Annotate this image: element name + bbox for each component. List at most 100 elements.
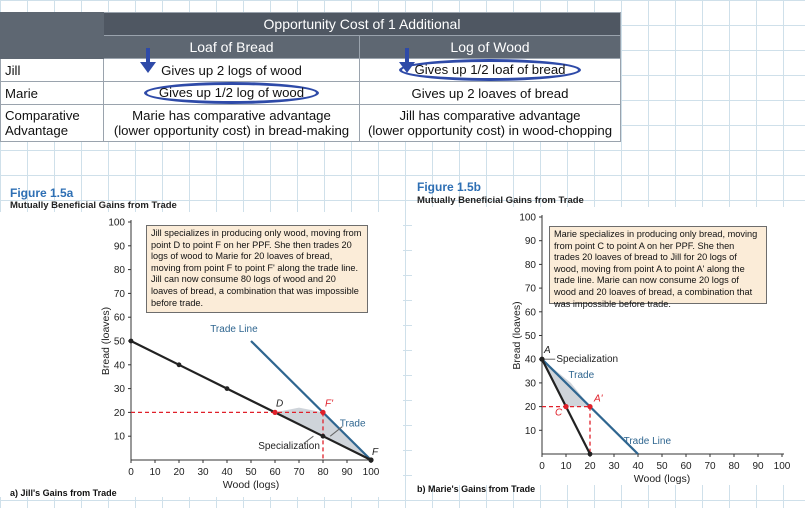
figure-b-title: Mutually Beneficial Gains from Trade — [417, 195, 584, 206]
trade-arrow — [329, 426, 343, 437]
point-label-c: C — [555, 408, 563, 419]
y-tick-label: 40 — [525, 355, 537, 366]
y-tick-label: 30 — [525, 378, 537, 389]
row-label-jill: Jill — [0, 58, 104, 82]
ppf-point — [320, 433, 326, 439]
point-label-f: F — [372, 447, 379, 458]
y-axis-label: Bread (loaves) — [100, 307, 112, 375]
x-tick-label: 70 — [293, 467, 305, 478]
y-tick-label: 10 — [525, 426, 537, 437]
labeled-point — [539, 356, 545, 362]
x-tick-label: 80 — [728, 461, 740, 472]
arrow-down-icon — [140, 48, 156, 73]
y-tick-label: 20 — [525, 402, 537, 413]
jill-wood-cost-circled: Gives up 1/2 loaf of bread — [399, 59, 581, 81]
trade-line — [250, 340, 372, 461]
x-axis-label: Wood (logs) — [223, 479, 279, 491]
figure-b-callout: Marie specializes in producing only brea… — [549, 226, 767, 309]
x-tick-label: 70 — [704, 461, 716, 472]
specialization-label: Specialization — [556, 354, 618, 365]
labeled-point — [368, 457, 374, 463]
ppf-point — [224, 386, 230, 391]
y-tick-label: 90 — [525, 236, 537, 247]
bread-advantage: Marie has comparative advantage (lower op… — [103, 104, 360, 142]
trade-line-label: Trade Line — [210, 324, 258, 335]
x-tick-label: 10 — [149, 467, 161, 478]
point-label-fprime: F' — [325, 398, 334, 409]
point-label-a: A — [543, 345, 551, 356]
figure-b-caption: b) Marie's Gains from Trade — [417, 484, 536, 494]
y-tick-label: 10 — [114, 432, 126, 443]
ppf-line — [130, 340, 372, 461]
ppf-point — [176, 362, 182, 368]
x-tick-label: 100 — [774, 461, 791, 472]
x-tick-label: 100 — [363, 467, 380, 478]
x-tick-label: 90 — [752, 461, 764, 472]
labeled-point — [587, 404, 593, 410]
y-tick-label: 80 — [525, 260, 537, 271]
y-tick-label: 30 — [114, 384, 126, 395]
trade-line-label: Trade Line — [624, 436, 672, 447]
marie-wood-cost: Gives up 2 loaves of bread — [359, 81, 621, 105]
x-axis-label: Wood (logs) — [634, 473, 690, 485]
x-tick-label: 40 — [632, 461, 644, 472]
figure-a-caption: a) Jill's Gains from Trade — [10, 488, 117, 498]
x-tick-label: 20 — [173, 467, 185, 478]
y-tick-label: 100 — [108, 218, 125, 229]
x-tick-label: 50 — [245, 467, 257, 478]
table-title: Opportunity Cost of 1 Additional — [103, 12, 621, 36]
y-tick-label: 20 — [114, 408, 126, 419]
point-label-d: D — [276, 398, 283, 409]
specialization-arrow — [303, 435, 314, 444]
table-corner-2 — [0, 35, 104, 59]
specialization-label: Specialization — [258, 441, 320, 452]
x-tick-label: 60 — [269, 467, 281, 478]
table-row: Jill Gives up 2 logs of wood Gives up 1/… — [0, 58, 621, 82]
figure-a-chart: 0 10 20 30 40 50 60 70 80 90 100 10 20 30 40 50 60 70 80 90… — [100, 218, 380, 492]
x-tick-label: 40 — [221, 467, 233, 478]
y-tick-label: 100 — [519, 213, 536, 224]
y-axis-label: Bread (loaves) — [511, 301, 523, 369]
figure-a-number: Figure 1.5a — [10, 186, 74, 200]
y-tick-label: 50 — [114, 337, 126, 348]
y-tick-label: 80 — [114, 265, 126, 276]
col-header-bread: Loaf of Bread — [103, 35, 360, 59]
ppf-point — [587, 451, 593, 457]
labeled-point — [272, 409, 278, 415]
y-tick-label: 50 — [525, 331, 537, 342]
table-row: Comparative Advantage Marie has comparati… — [0, 104, 621, 142]
wood-advantage: Jill has comparative advantage (lower opp… — [359, 104, 621, 142]
y-tick-label: 90 — [114, 241, 126, 252]
x-tick-label: 90 — [341, 467, 353, 478]
x-tick-label: 10 — [560, 461, 572, 472]
x-tick-label: 0 — [128, 467, 134, 478]
point-label-aprime: A' — [593, 394, 604, 405]
figure-b-chart: 0 10 20 30 40 50 60 70 80 90 100 10 20 30 40 50 60 70 80 90… — [511, 213, 791, 486]
x-tick-label: 0 — [539, 461, 545, 472]
y-tick-label: 40 — [114, 360, 126, 371]
figure-a-callout: Jill specializes in producing only wood,… — [146, 225, 368, 313]
ppf-point — [128, 338, 134, 344]
row-label-advantage: Comparative Advantage — [0, 104, 104, 142]
x-tick-label: 20 — [584, 461, 596, 472]
x-tick-label: 50 — [656, 461, 668, 472]
opportunity-cost-table: Opportunity Cost of 1 Additional Loaf of… — [0, 12, 621, 142]
table-corner — [0, 12, 104, 36]
x-tick-label: 80 — [317, 467, 329, 478]
trade-label: Trade — [568, 370, 594, 381]
x-tick-label: 60 — [680, 461, 692, 472]
arrow-down-icon — [399, 48, 415, 73]
marie-bread-cost-circled: Gives up 1/2 log of wood — [143, 82, 320, 104]
row-label-marie: Marie — [0, 81, 104, 105]
x-tick-label: 30 — [608, 461, 620, 472]
labeled-point — [320, 409, 326, 415]
labeled-point — [563, 404, 569, 410]
y-tick-label: 70 — [114, 289, 126, 300]
trade-label: Trade — [340, 419, 366, 430]
table-row: Marie Gives up 1/2 log of wood Gives up … — [0, 81, 621, 105]
x-tick-label: 30 — [197, 467, 209, 478]
y-tick-label: 60 — [114, 313, 126, 324]
figure-b-number: Figure 1.5b — [417, 180, 482, 194]
figure-a-title: Mutually Beneficial Gains from Trade — [10, 200, 177, 211]
y-tick-label: 70 — [525, 284, 537, 295]
